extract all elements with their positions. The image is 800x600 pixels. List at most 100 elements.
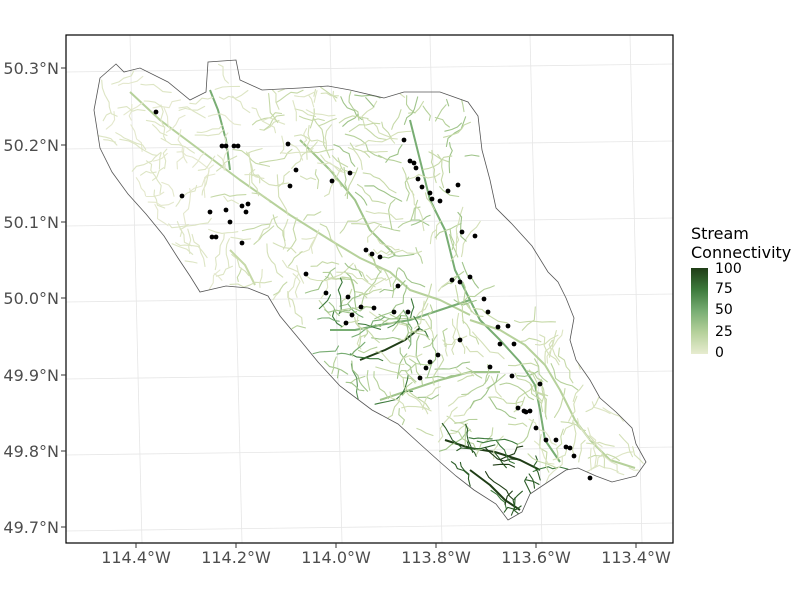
site-point [435, 352, 441, 358]
longitude-ticks: 114.4°W 114.2°W 114.0°W 113.8°W 113.6°W 113.4… [101, 543, 671, 567]
legend-tick-100: 100 [715, 261, 742, 277]
site-point [427, 359, 433, 365]
site-point [449, 277, 455, 283]
site-point [487, 364, 493, 370]
lon-tick-label: 113.6°W [501, 548, 571, 567]
site-point [481, 296, 487, 302]
site-point [527, 408, 533, 414]
lat-tick-label: 50.0°N [3, 289, 59, 308]
site-point [563, 444, 569, 450]
site-point [567, 445, 573, 451]
latitude-ticks: 50.3°N 50.2°N 50.1°N 50.0°N 49.9°N 49.8°N 49.7… [3, 59, 66, 537]
site-point [369, 251, 375, 257]
site-point [419, 184, 425, 190]
site-point [293, 167, 299, 173]
legend-title-line2: Connectivity [691, 243, 792, 262]
site-point [358, 304, 364, 310]
site-point [515, 405, 521, 411]
site-point [245, 201, 251, 207]
site-point [429, 196, 435, 202]
site-point [219, 143, 225, 149]
panel-frame [65, 34, 674, 544]
site-point [427, 190, 433, 196]
lon-tick-label: 114.2°W [201, 548, 271, 567]
site-point [377, 254, 383, 260]
site-point [485, 309, 491, 315]
site-point [472, 233, 478, 239]
site-point [239, 240, 245, 246]
site-point [179, 193, 185, 199]
site-point [537, 381, 543, 387]
site-point [347, 170, 353, 176]
site-point [445, 188, 451, 194]
site-point [223, 207, 229, 213]
site-point [413, 165, 419, 171]
stream-network [98, 63, 644, 516]
site-point [363, 247, 369, 253]
site-point [553, 437, 559, 443]
lat-tick-label: 50.1°N [3, 213, 59, 232]
watershed-boundary [93, 59, 647, 521]
lon-tick-label: 114.4°W [101, 548, 171, 567]
site-point [223, 143, 229, 149]
site-point [349, 312, 355, 318]
site-point [505, 323, 511, 329]
lon-tick-label: 113.8°W [401, 548, 471, 567]
site-point [437, 198, 443, 204]
site-point [457, 337, 463, 343]
site-point [511, 341, 517, 347]
site-point [153, 109, 159, 115]
site-point [423, 365, 429, 371]
site-point [239, 203, 245, 209]
site-point [523, 409, 529, 415]
monitoring-sites [153, 109, 593, 481]
lat-tick-label: 49.9°N [3, 366, 59, 385]
site-point [209, 234, 215, 240]
site-point [227, 219, 233, 225]
lat-tick-label: 50.2°N [3, 136, 59, 155]
site-point [457, 279, 463, 285]
site-point [467, 274, 473, 280]
site-point [243, 209, 249, 215]
site-point [287, 183, 293, 189]
site-point [407, 158, 413, 164]
site-point [323, 290, 329, 296]
site-point [345, 294, 351, 300]
legend-title-line1: Stream [691, 224, 749, 243]
site-point [417, 375, 423, 381]
site-point [303, 271, 309, 277]
site-point [571, 453, 577, 459]
site-point [285, 141, 291, 147]
site-point [371, 305, 377, 311]
site-point [391, 309, 397, 315]
site-point [213, 234, 219, 240]
site-point [401, 137, 407, 143]
site-point [329, 178, 335, 184]
site-point [235, 143, 241, 149]
lon-tick-label: 113.4°W [601, 548, 671, 567]
lon-tick-label: 114.0°W [301, 548, 371, 567]
legend-title: Stream Connectivity [691, 224, 791, 262]
lat-tick-label: 50.3°N [3, 59, 59, 78]
site-point [587, 475, 593, 481]
site-point [415, 176, 421, 182]
site-point [343, 320, 349, 326]
lat-tick-label: 49.8°N [3, 442, 59, 461]
site-point [509, 373, 515, 379]
lat-tick-label: 49.7°N [3, 518, 59, 537]
site-point [395, 283, 401, 289]
site-point [231, 143, 237, 149]
site-point [497, 341, 503, 347]
site-point [533, 425, 539, 431]
site-point [411, 160, 417, 166]
legend-tick-25: 25 [715, 324, 733, 340]
site-point [405, 309, 411, 315]
site-point [455, 182, 461, 188]
site-point [495, 324, 501, 330]
site-point [543, 437, 549, 443]
legend-colorbar [691, 268, 708, 354]
site-point [459, 229, 465, 235]
legend-tick-50: 50 [715, 302, 733, 318]
site-point [207, 209, 213, 215]
